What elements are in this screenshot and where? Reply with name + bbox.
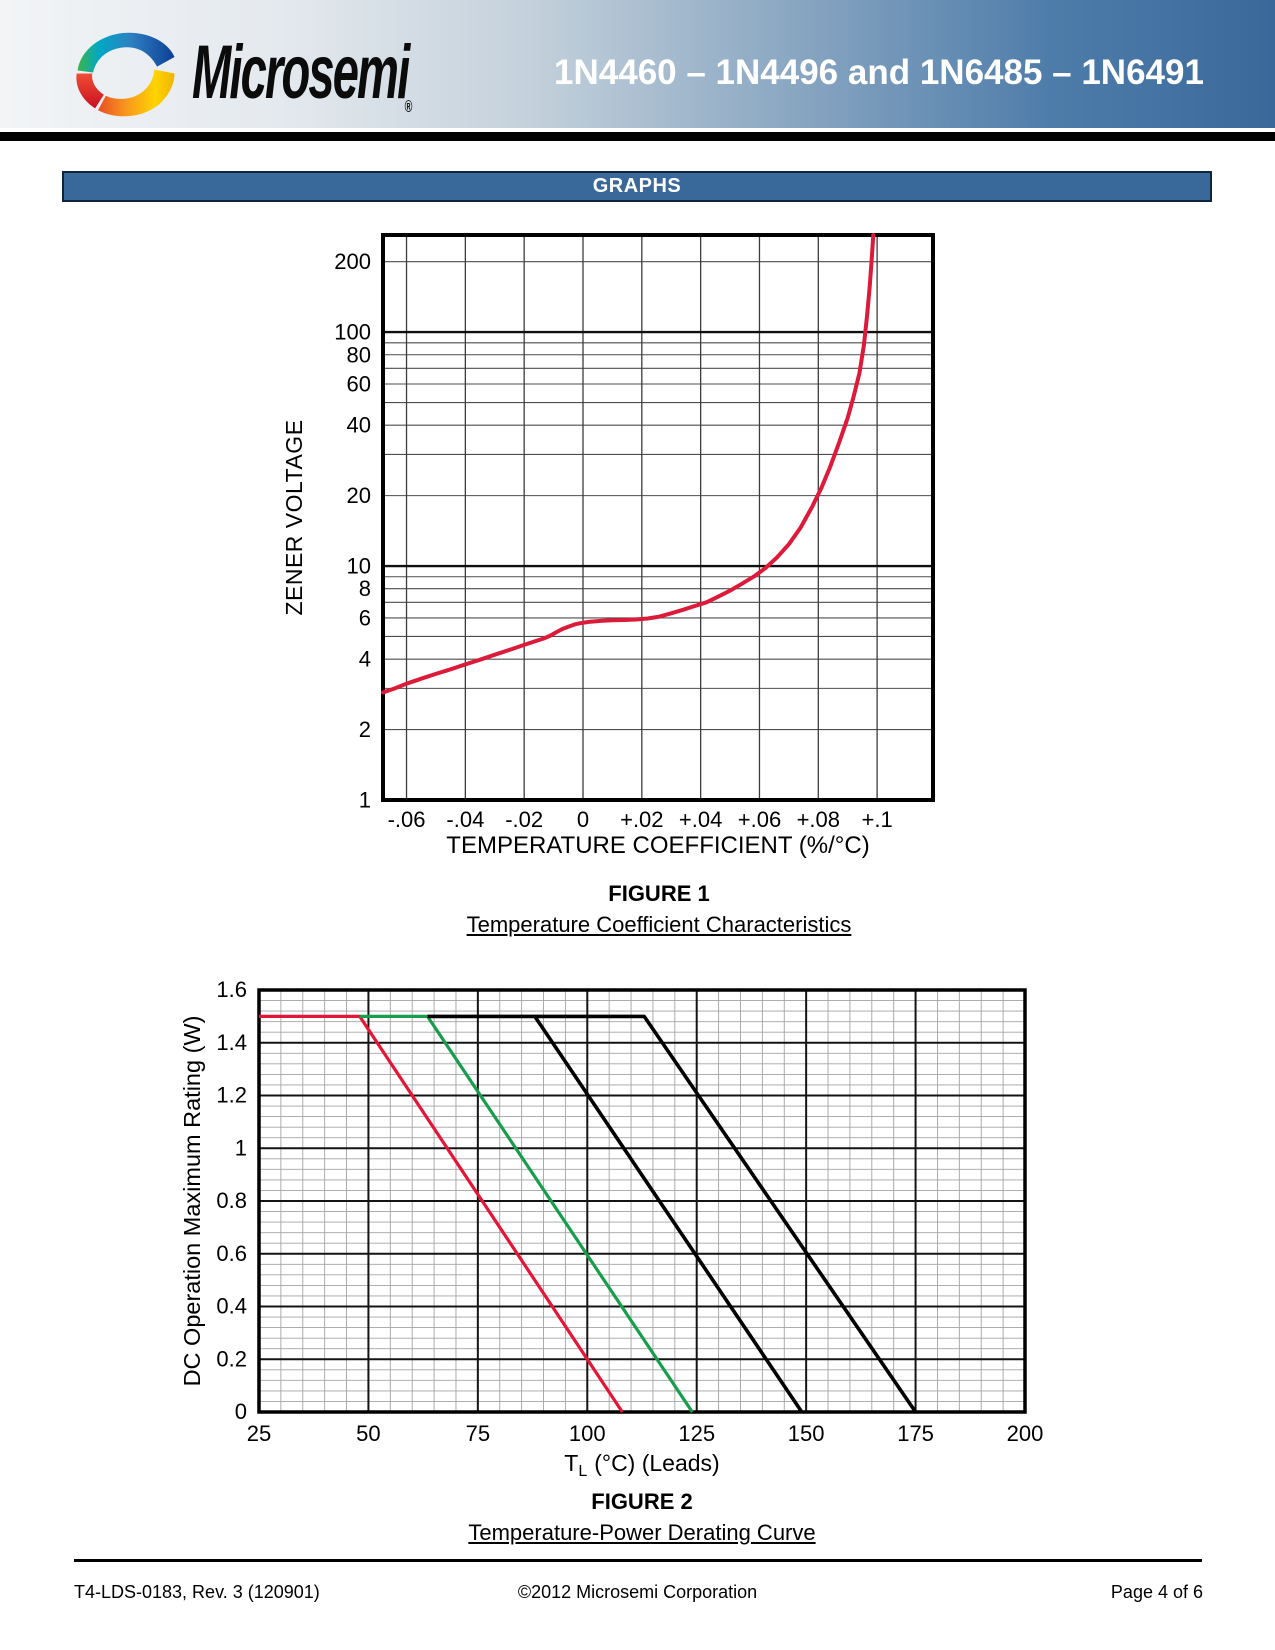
registered-mark-icon: ®: [404, 96, 413, 116]
tick-label: 175: [897, 1421, 934, 1446]
figure2-chart: 0 0.2 0.4 0.6 0.8 1 1.2 1.4 1.6 25 50 75 100 125 150 17…: [140, 928, 1100, 1480]
figure1-caption-subtitle: Temperature Coefficient Characteristics: [466, 912, 852, 937]
graphs-banner-label: GRAPHS: [592, 175, 682, 197]
figure2-caption-subtitle: Temperature-Power Derating Curve: [468, 1520, 816, 1545]
tick-label: 60: [347, 371, 371, 396]
tick-label: 80: [347, 342, 371, 367]
figure1-caption: FIGURE 1 Temperature Coefficient Charact…: [359, 881, 959, 938]
tick-label: 1.4: [216, 1030, 247, 1055]
tick-label: 10: [347, 554, 371, 579]
tick-label: 200: [334, 249, 371, 274]
tick-label: 100: [569, 1421, 606, 1446]
tick-label: 0.8: [216, 1188, 247, 1213]
footer-rule: [74, 1559, 1202, 1562]
tick-label: -.04: [446, 807, 484, 832]
tick-label: 0: [235, 1399, 247, 1424]
figure1-plot-frame: [381, 233, 935, 802]
derating-curve-black-2: [534, 1014, 918, 1414]
header-divider: [0, 132, 1275, 141]
tick-label: 0: [577, 807, 589, 832]
tick-label: 40: [347, 413, 371, 438]
tick-label: -.06: [388, 807, 426, 832]
tick-label: 75: [466, 1421, 490, 1446]
footer-page-number: Page 4 of 6: [1110, 1582, 1203, 1602]
tick-label: +.02: [620, 807, 663, 832]
figure2-caption: FIGURE 2 Temperature-Power Derating Curv…: [342, 1489, 942, 1546]
tick-label: 200: [1007, 1421, 1044, 1446]
derating-curve-green: [359, 1014, 694, 1413]
tick-label: -.02: [505, 807, 543, 832]
figure1-caption-title: FIGURE 1: [608, 881, 710, 906]
tick-label: +.04: [679, 807, 722, 832]
zener-tc-curve: [381, 233, 876, 695]
page-title: 1N4460 – 1N4496 and 1N6485 – 1N6491: [554, 53, 1204, 92]
tick-label: +.06: [738, 807, 781, 832]
figure2-plot-frame: [257, 988, 1027, 1414]
tick-label: 100: [334, 320, 371, 345]
figure2-y-axis-title: DC Operation Maximum Rating (W): [179, 1016, 205, 1387]
tick-label: 8: [359, 576, 371, 601]
microsemi-swirl-icon: [76, 32, 175, 117]
tick-label: 6: [359, 605, 371, 630]
figure1-x-axis-title: TEMPERATURE COEFFICIENT (%/°C): [446, 832, 869, 859]
derating-curve-red: [259, 1014, 624, 1413]
tick-label: +.08: [797, 807, 840, 832]
figure1-y-axis-title: ZENER VOLTAGE: [281, 419, 307, 615]
tick-label: 150: [788, 1421, 825, 1446]
header-banner: Microsemi® 1N4460 – 1N4496 and 1N6485 – …: [0, 0, 1275, 128]
tick-label: 1.2: [216, 1083, 247, 1108]
figure1-grid: [383, 235, 933, 800]
figure2-axis-labels: 0 0.2 0.4 0.6 0.8 1 1.2 1.4 1.6 25 50 75 100 125 150 17…: [179, 977, 1043, 1446]
tick-label: 0.4: [216, 1294, 247, 1319]
figure2-grid: [259, 990, 1025, 1412]
microsemi-logo: Microsemi®: [70, 24, 553, 120]
logo-wordmark: Microsemi®: [192, 29, 413, 116]
tick-label: 50: [356, 1421, 380, 1446]
tick-label: 1.6: [216, 977, 247, 1002]
tick-label: +.1: [862, 807, 893, 832]
figure2-caption-title: FIGURE 2: [591, 1489, 693, 1514]
tick-label: 20: [347, 483, 371, 508]
graphs-banner: GRAPHS: [62, 171, 1212, 202]
footer-doc-number: T4-LDS-0183, Rev. 3 (120901): [74, 1582, 320, 1602]
tick-label: 1: [359, 788, 371, 813]
tick-label: 0.6: [216, 1241, 247, 1266]
footer-copyright: ©2012 Microsemi Corporation: [517, 1582, 758, 1602]
page-footer: T4-LDS-0183, Rev. 3 (120901) ©2012 Micro…: [0, 1582, 1275, 1612]
tick-label: 4: [359, 647, 371, 672]
tick-label: 1: [235, 1135, 247, 1160]
figure1-chart: 1 2 4 6 8 10 20 40 60 80 100 200 -.06 -.04 -.02 0 +.02 +.…: [240, 212, 970, 872]
figure2-x-axis-title: TL (°C) (Leads): [564, 1450, 719, 1480]
derating-curve-black-1: [427, 1014, 804, 1414]
tick-label: 25: [247, 1421, 271, 1446]
figure2-chart-svg: 0 0.2 0.4 0.6 0.8 1 1.2 1.4 1.6 25 50 75 100 125 150 17…: [179, 977, 1043, 1480]
tick-label: 125: [678, 1421, 715, 1446]
tick-label: 2: [359, 717, 371, 742]
tick-label: 0.2: [216, 1346, 247, 1371]
